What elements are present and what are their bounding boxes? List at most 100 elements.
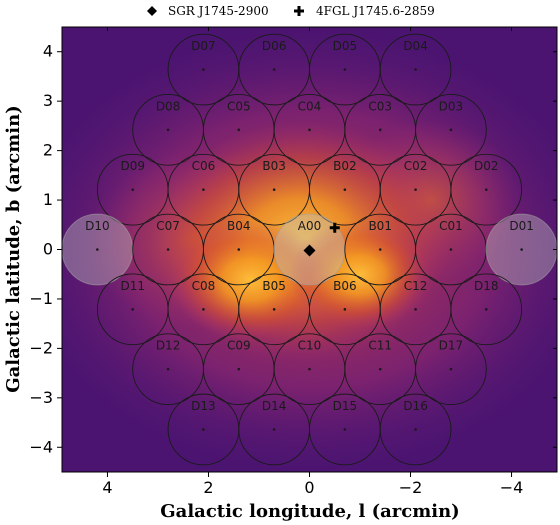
region-center-dot (484, 308, 488, 311)
region-label: B05 (262, 279, 286, 293)
x-tick-label: −4 (500, 478, 524, 497)
region-label: D10 (85, 219, 110, 233)
region-center-dot (414, 428, 417, 431)
region-label: C11 (368, 339, 392, 353)
region-label: C09 (227, 339, 251, 353)
legend-label-4fgl: 4FGL J1745.6-2859 (316, 4, 435, 18)
region-center-dot (343, 308, 347, 311)
legend-label-sgr: SGR J1745-2900 (168, 4, 269, 18)
region-center-dot (308, 128, 311, 132)
region-label: D03 (439, 99, 464, 113)
region-label: D16 (403, 399, 428, 413)
region-d13: D13 (167, 393, 240, 466)
region-d15: D15 (309, 393, 381, 466)
region-center-dot (414, 68, 417, 71)
source-4fgl-j1745-6-2859-marker (329, 222, 340, 233)
region-d02: D02 (450, 153, 523, 226)
y-tick-label: 0 (43, 240, 53, 259)
region-label: D15 (333, 399, 358, 413)
region-center-dot (96, 248, 99, 251)
region-center-dot (343, 68, 347, 71)
region-center-dot (414, 188, 417, 191)
region-center-dot (520, 248, 523, 251)
region-center-dot (449, 128, 453, 132)
region-center-dot (202, 68, 205, 71)
region-label: D18 (474, 279, 499, 293)
y-tick-label: −2 (29, 338, 53, 357)
region-d16: D16 (379, 393, 452, 466)
region-center-dot (343, 188, 347, 191)
region-circle (379, 33, 452, 106)
legend-plus-icon (294, 6, 304, 16)
region-center-dot (237, 128, 241, 132)
region-center-dot (202, 188, 205, 191)
legend-diamond-icon (147, 6, 157, 16)
legend: SGR J1745-2900 4FGL J1745.6-2859 (147, 4, 435, 18)
region-center-dot (272, 188, 276, 191)
x-axis: 4 2 0 −2 −4 (102, 27, 523, 497)
region-center-dot (343, 428, 347, 431)
region-center-dot (272, 68, 276, 71)
region-center-dot (131, 188, 135, 191)
region-center-dot (237, 367, 241, 371)
region-label: C05 (227, 99, 251, 113)
region-center-dot (202, 308, 205, 311)
source-sgr-j1745-2900-marker (303, 244, 316, 257)
region-center-dot (414, 308, 417, 311)
region-label: D08 (156, 99, 181, 113)
x-tick-label: 4 (102, 478, 112, 497)
region-label: B01 (368, 219, 392, 233)
region-label: D17 (439, 339, 464, 353)
region-circle (450, 273, 523, 346)
region-label: D05 (333, 39, 358, 53)
y-axis-title: Galactic latitude, b (arcmin) (3, 105, 24, 392)
region-d03: D03 (415, 94, 487, 166)
region-center-dot (202, 428, 205, 431)
y-tick-label: −3 (29, 388, 53, 407)
region-d01: D01 (485, 213, 557, 286)
y-axis: 4 3 2 1 0 −1 −2 −3 −4 (29, 42, 557, 456)
region-label: C10 (298, 339, 322, 353)
region-center-dot (166, 367, 170, 371)
region-center-dot (166, 128, 170, 132)
region-label: C12 (404, 279, 428, 293)
region-circle (379, 393, 452, 466)
region-label: B06 (333, 279, 357, 293)
region-label: D06 (262, 39, 287, 53)
region-circles: D07 D06 D05 D04 D08 C05 C04 C03 D03 D09 C06 B03 B02 C… (62, 33, 557, 466)
region-d04: D04 (379, 33, 452, 106)
region-label: C06 (192, 159, 216, 173)
region-center-dot (449, 248, 453, 251)
region-center-dot (378, 248, 382, 251)
region-center-dot (378, 128, 382, 132)
region-center-dot (237, 248, 241, 251)
region-d10: D10 (62, 213, 134, 286)
region-circle (415, 94, 487, 166)
region-label: B03 (262, 159, 286, 173)
x-tick-label: 2 (203, 478, 213, 497)
region-label: C01 (439, 219, 463, 233)
region-label: C03 (368, 99, 392, 113)
region-c05: C05 (202, 94, 275, 166)
region-label: B04 (227, 219, 251, 233)
region-label: D12 (156, 339, 181, 353)
x-tick-label: −2 (399, 478, 423, 497)
region-label: C08 (192, 279, 216, 293)
region-label: D11 (120, 279, 145, 293)
x-axis-title: Galactic longitude, l (arcmin) (160, 501, 459, 522)
region-label: C04 (298, 99, 322, 113)
region-label: D02 (474, 159, 499, 173)
region-label: D04 (403, 39, 428, 53)
y-tick-label: 2 (43, 141, 53, 160)
region-d17: D17 (415, 333, 487, 405)
region-label: D09 (120, 159, 145, 173)
region-center-dot (272, 428, 276, 431)
y-tick-label: 1 (43, 190, 53, 209)
region-label: D13 (191, 399, 216, 413)
region-circle (450, 153, 523, 226)
region-label: D14 (262, 399, 287, 413)
x-tick-label: 0 (304, 478, 314, 497)
region-center-dot (166, 248, 170, 251)
region-label: D01 (509, 219, 534, 233)
